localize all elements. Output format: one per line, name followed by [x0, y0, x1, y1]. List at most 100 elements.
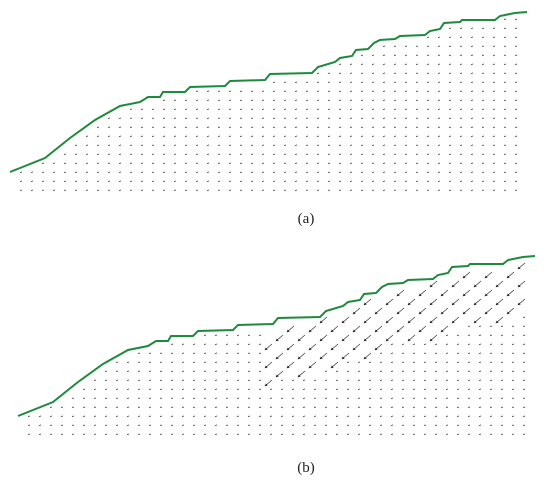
vector: [492, 135, 496, 137]
vector: [291, 397, 295, 399]
vector: [492, 45, 496, 47]
vector: [459, 153, 463, 155]
vector: [514, 144, 518, 146]
displacement-arrow: [418, 325, 427, 333]
vector: [415, 63, 419, 65]
vector: [71, 397, 75, 399]
vector: [500, 361, 504, 363]
vector: [107, 135, 111, 137]
vector: [489, 415, 493, 417]
vector: [379, 433, 383, 435]
vector: [514, 126, 518, 128]
vector: [393, 144, 397, 146]
vector: [492, 90, 496, 92]
vector: [349, 99, 353, 101]
vector: [291, 379, 295, 381]
vector: [85, 144, 89, 146]
vector: [412, 406, 416, 408]
vector: [467, 415, 471, 417]
displacement-arrow: [462, 289, 471, 297]
vector: [129, 153, 133, 155]
vector: [437, 189, 441, 191]
vector: [305, 162, 309, 164]
vector: [382, 126, 386, 128]
vector: [335, 406, 339, 408]
vector: [217, 180, 221, 182]
vector: [393, 153, 397, 155]
vector: [324, 424, 328, 426]
vector: [338, 99, 342, 101]
vector: [478, 334, 482, 336]
vector: [85, 180, 89, 182]
vector: [261, 144, 265, 146]
vector: [27, 424, 31, 426]
vector: [456, 352, 460, 354]
displacement-arrow: [517, 262, 526, 270]
vector: [481, 180, 485, 182]
vector: [30, 180, 34, 182]
vector: [49, 406, 53, 408]
vector: [217, 126, 221, 128]
vector: [360, 144, 364, 146]
vector: [360, 54, 364, 56]
vector: [401, 433, 405, 435]
vector: [305, 171, 309, 173]
vector: [423, 433, 427, 435]
displacement-arrow: [385, 298, 394, 306]
displacement-arrow: [341, 334, 350, 342]
vector: [60, 406, 64, 408]
vector: [250, 180, 254, 182]
vector: [316, 171, 320, 173]
vector: [313, 379, 317, 381]
vector: [184, 171, 188, 173]
vector: [415, 99, 419, 101]
vector: [302, 424, 306, 426]
vector: [126, 388, 130, 390]
vector: [459, 63, 463, 65]
vector: [404, 72, 408, 74]
vector: [415, 45, 419, 47]
vector: [456, 388, 460, 390]
vector: [118, 135, 122, 137]
vector: [184, 99, 188, 101]
vector: [49, 415, 53, 417]
vector: [137, 379, 141, 381]
displacement-arrow: [330, 325, 339, 333]
vector: [181, 424, 185, 426]
vector: [349, 189, 353, 191]
vector: [96, 180, 100, 182]
vector: [107, 144, 111, 146]
vector: [470, 144, 474, 146]
vector: [129, 117, 133, 119]
vector: [195, 189, 199, 191]
vector: [283, 117, 287, 119]
displacement-arrow: [341, 352, 350, 360]
vector: [162, 108, 166, 110]
vector: [470, 135, 474, 137]
vector: [357, 406, 361, 408]
vector: [85, 189, 89, 191]
vector: [448, 54, 452, 56]
vector: [217, 189, 221, 191]
vector: [470, 189, 474, 191]
vector: [294, 90, 298, 92]
vector: [357, 370, 361, 372]
vector: [492, 27, 496, 29]
vector: [467, 361, 471, 363]
vector: [434, 361, 438, 363]
vector: [49, 433, 53, 435]
vector: [74, 180, 78, 182]
vector: [382, 117, 386, 119]
vector: [393, 117, 397, 119]
vector: [470, 117, 474, 119]
vector: [151, 126, 155, 128]
vector: [404, 99, 408, 101]
displacement-arrow: [275, 352, 284, 360]
vector: [503, 99, 507, 101]
vector: [401, 379, 405, 381]
vector: [503, 36, 507, 38]
vector: [437, 90, 441, 92]
vector: [481, 54, 485, 56]
vector: [291, 406, 295, 408]
vector: [294, 81, 298, 83]
